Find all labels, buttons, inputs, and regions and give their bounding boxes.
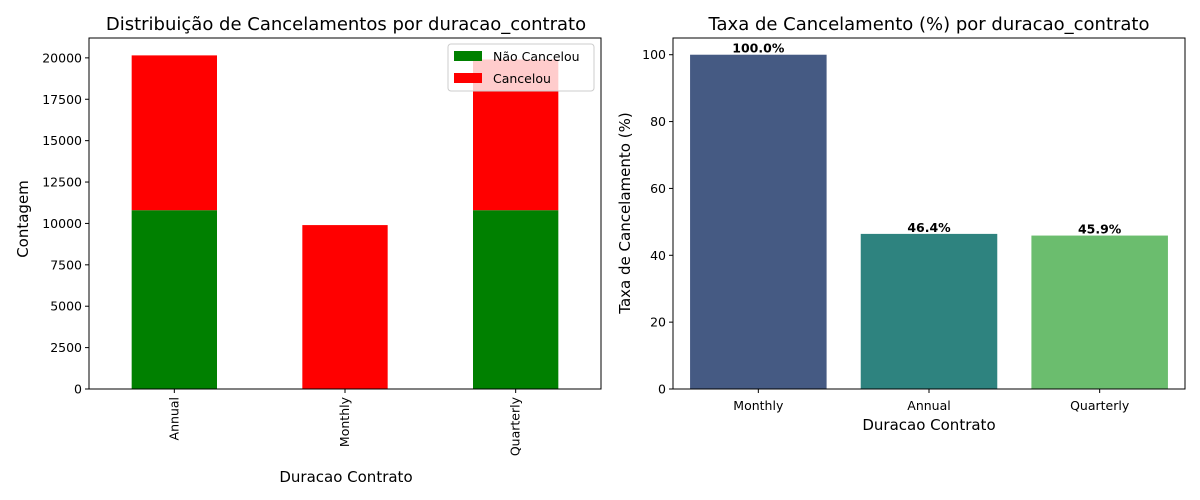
chart-title: Taxa de Cancelamento (%) por duracao_con…: [708, 14, 1150, 35]
data-label-monthly: 100.0%: [732, 41, 785, 56]
legend-label-cancelou: Cancelou: [493, 71, 551, 86]
data-label-annual: 46.4%: [907, 220, 951, 235]
x-axis-ticks: Monthly Annual Quarterly: [733, 389, 1130, 413]
bars: [131, 55, 559, 389]
y-tick-label: 20: [650, 315, 666, 330]
y-tick-label: 0: [658, 382, 666, 397]
legend-frame: [447, 43, 595, 92]
y-tick-label: 7500: [50, 257, 82, 272]
cancel-distribution-chart: Distribuição de Cancelamentos por duraca…: [14, 14, 602, 486]
y-axis-label: Contagem: [14, 180, 32, 258]
bar-monthly: [690, 54, 827, 389]
y-tick-label: 20000: [42, 50, 82, 65]
y-axis-label: Taxa de Cancelamento (%): [616, 112, 634, 314]
x-tick-label-monthly: Monthly: [733, 398, 784, 413]
bar-annual: [860, 233, 998, 389]
y-tick-label: 5000: [50, 299, 82, 314]
x-tick-label-annual: Annual: [166, 397, 181, 440]
y-tick-label: 12500: [42, 175, 82, 190]
y-tick-label: 0: [74, 382, 82, 397]
y-tick-label: 2500: [50, 340, 82, 355]
y-tick-label: 10000: [42, 216, 82, 231]
bar-quarterly: [1031, 235, 1168, 389]
legend-swatch-cancelou: [454, 73, 482, 83]
x-tick-label-quarterly: Quarterly: [1070, 398, 1130, 413]
x-tick-label-monthly: Monthly: [337, 396, 352, 447]
cancel-rate-chart: Taxa de Cancelamento (%) por duracao_con…: [616, 14, 1186, 434]
y-axis-ticks: 0 20 40 60 80 100: [642, 47, 673, 397]
bar-quarterly-nao-cancelou: [473, 210, 559, 389]
legend-swatch-nao-cancelou: [454, 51, 482, 61]
legend: Não Cancelou Cancelou: [447, 43, 595, 92]
y-tick-label: 80: [650, 114, 666, 129]
x-axis-label: Duracao Contrato: [279, 468, 412, 486]
legend-label-nao-cancelou: Não Cancelou: [493, 49, 580, 64]
data-label-quarterly: 45.9%: [1078, 222, 1122, 237]
y-tick-label: 60: [650, 181, 666, 196]
x-axis-ticks: Annual Monthly Quarterly: [166, 389, 523, 456]
chart-title: Distribuição de Cancelamentos por duraca…: [106, 14, 586, 35]
y-tick-label: 100: [642, 47, 666, 62]
y-tick-label: 17500: [42, 92, 82, 107]
y-tick-label: 15000: [42, 133, 82, 148]
x-tick-label-annual: Annual: [907, 398, 950, 413]
bars: 100.0% 46.4% 45.9%: [690, 41, 1168, 389]
x-axis-label: Duracao Contrato: [862, 416, 995, 434]
bar-annual-nao-cancelou: [131, 210, 217, 389]
bar-monthly-cancelou: [302, 225, 388, 389]
bar-annual-cancelou: [131, 55, 217, 211]
y-axis-ticks: 0 2500 5000 7500 10000 12500 15000 17500 20000: [42, 50, 89, 397]
y-tick-label: 40: [650, 248, 666, 263]
x-tick-label-quarterly: Quarterly: [508, 396, 523, 456]
